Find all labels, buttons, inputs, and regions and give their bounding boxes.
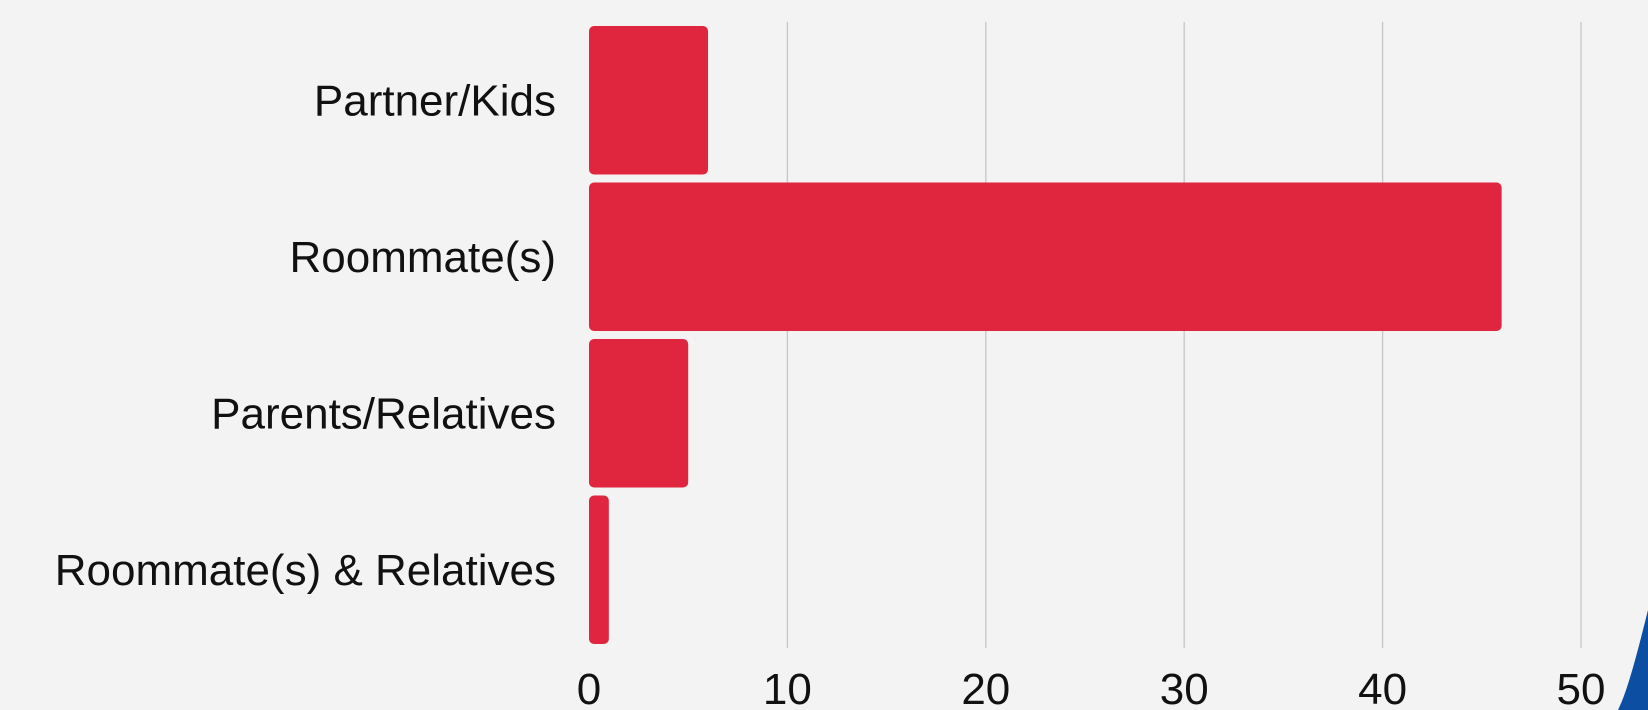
category-label: Parents/Relatives [211, 389, 556, 438]
corner-accent-shape [1618, 610, 1648, 710]
category-label: Roommate(s) [290, 233, 557, 282]
bar [589, 495, 609, 644]
category-label: Roommate(s) & Relatives [55, 546, 556, 595]
bars [589, 26, 1502, 644]
x-tick-label: 10 [763, 665, 812, 710]
category-label: Partner/Kids [314, 76, 556, 125]
category-labels: Partner/Kids Roommate(s) Parents/Relatives… [55, 76, 556, 595]
x-tick-labels: 0 10 20 30 40 50 [577, 665, 1606, 710]
bar [589, 339, 689, 488]
x-tick-label: 20 [961, 665, 1010, 710]
bar [589, 26, 709, 175]
x-tick-label: 40 [1358, 665, 1407, 710]
gridlines [786, 22, 1582, 648]
x-tick-label: 30 [1160, 665, 1209, 710]
x-tick-label: 50 [1557, 665, 1606, 710]
x-tick-label: 0 [577, 665, 601, 710]
bar [589, 182, 1502, 331]
